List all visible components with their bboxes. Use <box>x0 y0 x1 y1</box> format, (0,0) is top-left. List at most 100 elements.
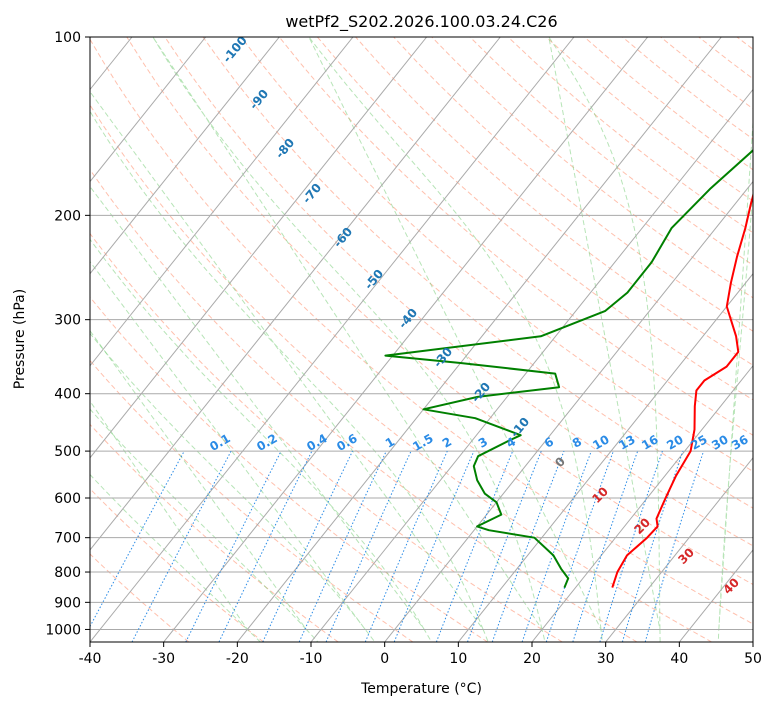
moist-adiabat <box>152 37 546 642</box>
mixing-ratio-line <box>298 450 387 642</box>
mixing-ratio-label: 2 <box>440 434 454 450</box>
isotherm-label: -30 <box>431 345 456 371</box>
isotherm-line <box>384 180 753 642</box>
dry-adiabat <box>90 423 339 642</box>
dry-adiabat <box>736 37 753 50</box>
moist-adiabat <box>308 37 603 642</box>
x-tick-label: -30 <box>152 651 175 667</box>
wetbulb-label: 10 <box>589 484 611 506</box>
isotherm-line <box>163 37 649 642</box>
isotherm-line <box>752 641 753 642</box>
x-tick-label: 40 <box>670 651 688 667</box>
mixing-ratio-label: 20 <box>664 432 685 452</box>
x-tick-label: 10 <box>449 651 467 667</box>
mixing-ratio-line <box>491 450 565 642</box>
isotherm-label: -60 <box>331 225 356 251</box>
x-tick-label: 50 <box>744 651 762 667</box>
x-tick-label: 20 <box>523 651 541 667</box>
temperature-line <box>611 192 753 588</box>
wetbulb-label: 30 <box>675 545 697 567</box>
dry-adiabat <box>90 488 264 642</box>
isotherm-line <box>236 37 722 642</box>
dry-adiabat <box>317 37 753 401</box>
dry-adiabat <box>164 37 753 547</box>
mixing-ratio-line <box>467 450 542 642</box>
dry-adiabat <box>90 104 712 642</box>
dry-adiabat <box>393 37 753 332</box>
mixing-ratio-label: 1 <box>383 434 397 450</box>
dry-adiabat <box>431 37 753 299</box>
dry-adiabat <box>90 168 638 642</box>
plot-frame <box>89 36 754 643</box>
mixing-ratio-line <box>185 450 282 642</box>
dry-adiabat <box>240 37 753 472</box>
mixing-ratio-line <box>572 450 639 642</box>
isotherm-line <box>310 88 753 642</box>
mixing-ratio-line <box>545 450 614 642</box>
moist-adiabat <box>90 185 432 642</box>
y-tick-label: 400 <box>54 387 81 403</box>
x-tick-label: -40 <box>79 651 102 667</box>
isotherm-line <box>605 457 753 642</box>
y-tick-label: 1000 <box>45 622 81 638</box>
y-tick-label: 300 <box>54 313 81 329</box>
isotherm-line <box>457 272 753 642</box>
mixing-ratio-label: 0.4 <box>304 431 329 454</box>
dry-adiabat <box>90 553 190 642</box>
x-tick-label: 0 <box>380 651 389 667</box>
y-tick-label: 600 <box>54 491 81 507</box>
mixing-ratio-label: 10 <box>590 432 611 452</box>
isotherm-label: -90 <box>247 87 272 113</box>
mixing-ratio-label: 13 <box>616 432 637 452</box>
isotherm-line <box>90 37 207 183</box>
x-tick-label: -10 <box>300 651 323 667</box>
mixing-ratio-line <box>521 450 592 642</box>
dry-adiabat <box>90 38 753 625</box>
y-tick-label: 200 <box>54 208 81 224</box>
mixing-ratio-line <box>90 450 185 628</box>
dry-adiabat <box>355 37 753 366</box>
mixing-ratio-line <box>364 450 448 642</box>
mixing-ratio-label: 6 <box>542 434 556 450</box>
isotherm-line <box>90 37 428 459</box>
x-axis-label: Temperature (°C) <box>360 681 482 697</box>
y-tick-label: 500 <box>54 444 81 460</box>
isotherm-line <box>90 37 575 642</box>
isotherm-label: -100 <box>220 33 250 65</box>
mixing-ratio-label: 30 <box>709 432 730 452</box>
isotherm-label: -70 <box>300 181 325 207</box>
mixing-ratio-line <box>435 450 514 642</box>
mixing-ratio-line <box>131 450 232 642</box>
dry-adiabat <box>90 232 563 642</box>
y-tick-label: 700 <box>54 531 81 547</box>
moist-adiabat <box>548 37 661 642</box>
moist-adiabat <box>90 90 489 642</box>
x-tick-label: -20 <box>226 651 249 667</box>
isotherm-line <box>90 37 501 551</box>
y-tick-label: 800 <box>54 565 81 581</box>
mixing-ratio-line <box>644 450 705 642</box>
x-tick-label: 30 <box>597 651 615 667</box>
isotherm-line <box>90 37 354 367</box>
isotherm-line <box>0 37 58 642</box>
mixing-ratio-line <box>325 450 412 642</box>
isotherm-line <box>90 37 280 275</box>
wetbulb-label: 40 <box>720 575 742 597</box>
isotherm-label: -20 <box>469 380 494 406</box>
mixing-ratio-label: 3 <box>476 434 490 450</box>
y-tick-label: 900 <box>54 595 81 611</box>
y-tick-label: 100 <box>54 30 81 46</box>
isotherm-line <box>531 364 753 642</box>
isotherm-label: -40 <box>396 306 421 332</box>
isotherm-label: -80 <box>273 136 298 162</box>
dry-adiabat <box>90 296 488 642</box>
mixing-ratio-label: 0.1 <box>207 431 232 454</box>
dry-adiabat <box>202 37 753 509</box>
chart-title: wetPf2_S202.2026.100.03.24.C26 <box>285 12 557 32</box>
mixing-ratio-label: 0.2 <box>254 431 279 454</box>
moist-adiabat <box>90 400 261 642</box>
dry-adiabat <box>583 37 753 171</box>
mixing-ratio-line <box>393 450 475 642</box>
mixing-ratio-label: 8 <box>570 434 584 450</box>
